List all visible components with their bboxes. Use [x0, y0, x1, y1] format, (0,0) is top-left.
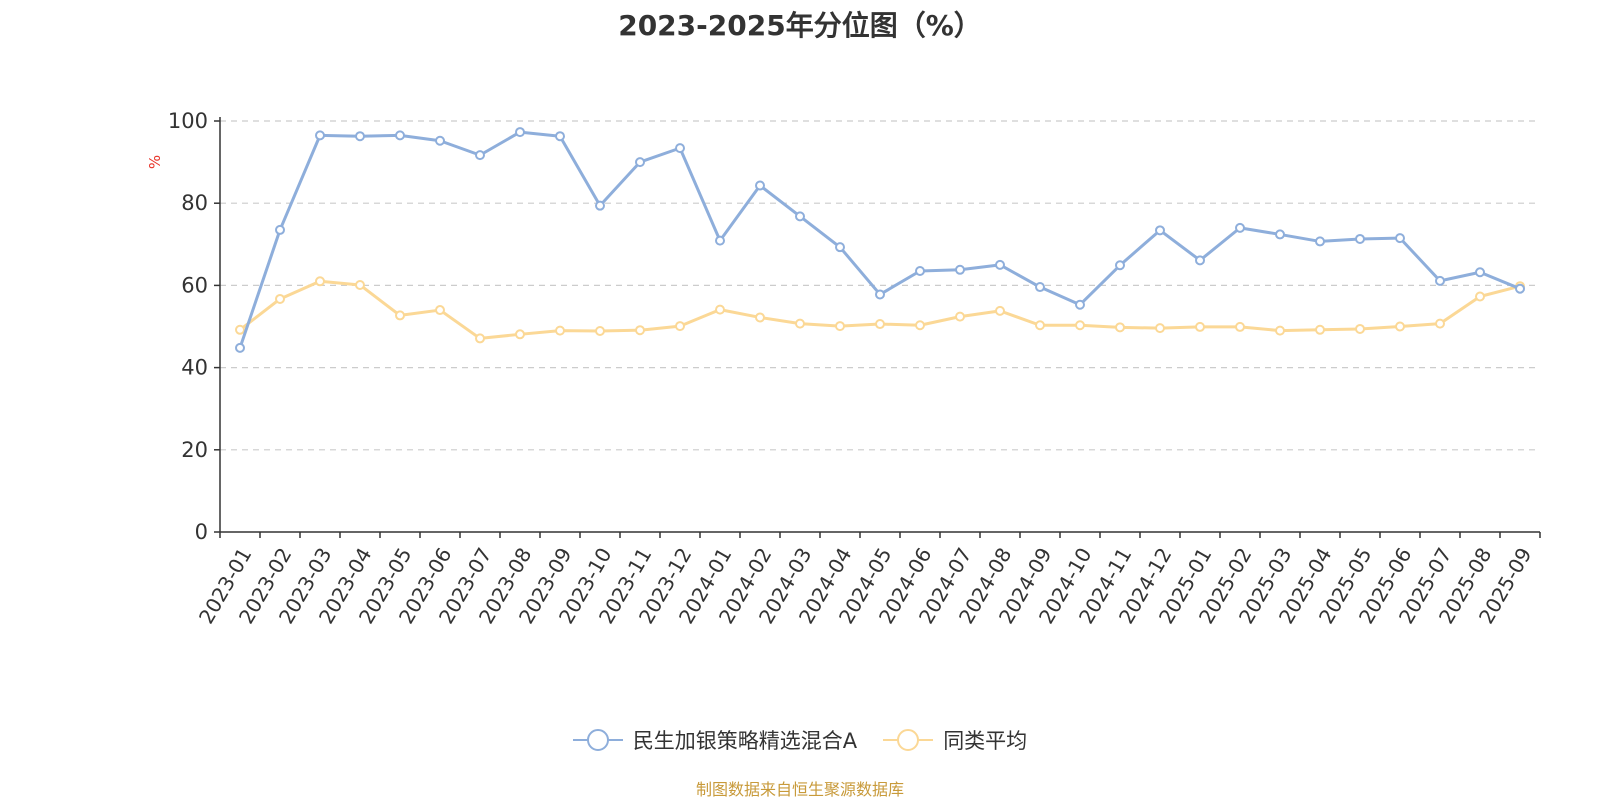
y-tick-label-60: 60	[181, 273, 208, 297]
data-point-series1-2023-01	[235, 342, 245, 353]
data-point-series1-2024-07	[955, 264, 965, 275]
grid-lines	[220, 120, 1540, 451]
legend-item-series2[interactable]: 同类平均	[883, 725, 1027, 755]
data-point-series1-2024-10	[1075, 299, 1085, 310]
y-tick-label-20: 20	[181, 438, 208, 462]
data-point-series1-2023-09	[555, 131, 565, 142]
data-point-series2-2023-07	[475, 333, 485, 344]
data-point-series1-2023-12	[675, 143, 685, 154]
data-point-series2-2023-12	[675, 321, 685, 332]
data-point-series1-2025-03	[1275, 229, 1285, 240]
data-point-series1-2025-07	[1435, 275, 1445, 286]
data-point-series1-2024-04	[835, 242, 845, 253]
data-point-series1-2023-08	[515, 127, 525, 138]
data-point-series1-2023-11	[635, 157, 645, 168]
data-point-series1-2024-05	[875, 289, 885, 300]
data-point-series2-2024-08	[995, 305, 1005, 316]
chart-title: 2023-2025年分位图（%）	[618, 9, 982, 42]
data-point-series1-2025-09	[1515, 283, 1525, 294]
data-point-series1-2025-04	[1315, 236, 1325, 247]
legend-symbol-series1	[572, 729, 623, 751]
data-point-series2-2024-11	[1115, 322, 1125, 333]
data-point-series1-2024-02	[755, 180, 765, 191]
data-point-series2-2023-10	[595, 326, 605, 337]
data-point-series1-2023-02	[275, 224, 285, 235]
data-point-series1-2024-09	[1035, 282, 1045, 293]
data-point-series2-2025-06	[1395, 321, 1405, 332]
y-tick-label-40: 40	[181, 356, 208, 380]
legend-label-series2: 同类平均	[943, 729, 1028, 753]
data-point-series1-2025-01	[1195, 255, 1205, 266]
data-point-series2-2024-02	[755, 312, 765, 323]
legend-item-series1[interactable]: 民生加银策略精选混合A	[572, 725, 858, 755]
data-point-series2-2023-04	[355, 279, 365, 290]
y-tick-label-0: 0	[195, 520, 208, 544]
data-point-series2-2023-02	[275, 293, 285, 304]
data-point-series2-2023-11	[635, 325, 645, 336]
legend-label-series1: 民生加银策略精选混合A	[632, 729, 858, 753]
data-point-series2-2024-01	[715, 304, 725, 315]
data-point-series1-2023-04	[355, 131, 365, 142]
data-point-series1-2024-08	[995, 259, 1005, 270]
data-point-series1-2024-11	[1115, 260, 1125, 271]
data-point-series1-2024-01	[715, 235, 725, 246]
data-point-series2-2025-07	[1435, 318, 1445, 329]
data-point-series1-2025-02	[1235, 222, 1245, 233]
data-point-series1-2025-06	[1395, 233, 1405, 244]
data-point-series2-2025-01	[1195, 321, 1205, 332]
tick-labels: 0204060801002023-012023-022023-032023-04…	[168, 109, 1537, 628]
data-point-series2-2023-05	[395, 310, 405, 321]
data-point-series1-2024-03	[795, 211, 805, 222]
data-point-series2-2024-06	[915, 320, 925, 331]
data-point-series2-2025-08	[1475, 291, 1485, 302]
source-note: 制图数据来自恒生聚源数据库	[695, 780, 904, 799]
data-point-series2-2025-05	[1355, 323, 1365, 334]
series-lines	[235, 127, 1525, 353]
data-point-series2-2023-08	[515, 329, 525, 340]
data-point-series1-2023-10	[595, 200, 605, 211]
data-point-series1-2024-12	[1155, 225, 1165, 236]
data-point-series2-2024-04	[835, 321, 845, 332]
data-point-series2-2025-03	[1275, 325, 1285, 336]
data-point-series1-2024-06	[915, 266, 925, 277]
data-point-series2-2024-09	[1035, 320, 1045, 331]
axes	[214, 117, 1541, 538]
data-point-series2-2023-01	[235, 324, 245, 335]
data-point-series2-2025-02	[1235, 321, 1245, 332]
legend: 民生加银策略精选混合A 同类平均	[0, 720, 1600, 760]
y-axis-unit-label: %	[146, 155, 164, 169]
data-point-series2-2023-06	[435, 305, 445, 316]
data-point-series1-2023-06	[435, 135, 445, 146]
data-point-series2-2024-05	[875, 319, 885, 330]
data-point-series2-2024-12	[1155, 323, 1165, 334]
y-tick-label-80: 80	[181, 191, 208, 215]
data-point-series1-2023-05	[395, 130, 405, 141]
data-point-series2-2025-04	[1315, 324, 1325, 335]
y-tick-label-100: 100	[168, 109, 208, 133]
data-point-series2-2024-07	[955, 311, 965, 322]
data-point-series2-2023-09	[555, 325, 565, 336]
data-point-series2-2023-03	[315, 276, 325, 287]
series-line-1	[238, 130, 1521, 349]
data-point-series1-2025-05	[1355, 233, 1365, 244]
legend-symbol-series2	[883, 729, 934, 751]
data-point-series1-2023-03	[315, 130, 325, 141]
data-point-series1-2023-07	[475, 150, 485, 161]
data-point-series1-2025-08	[1475, 267, 1485, 278]
data-point-series2-2024-10	[1075, 320, 1085, 331]
data-point-series2-2024-03	[795, 318, 805, 329]
